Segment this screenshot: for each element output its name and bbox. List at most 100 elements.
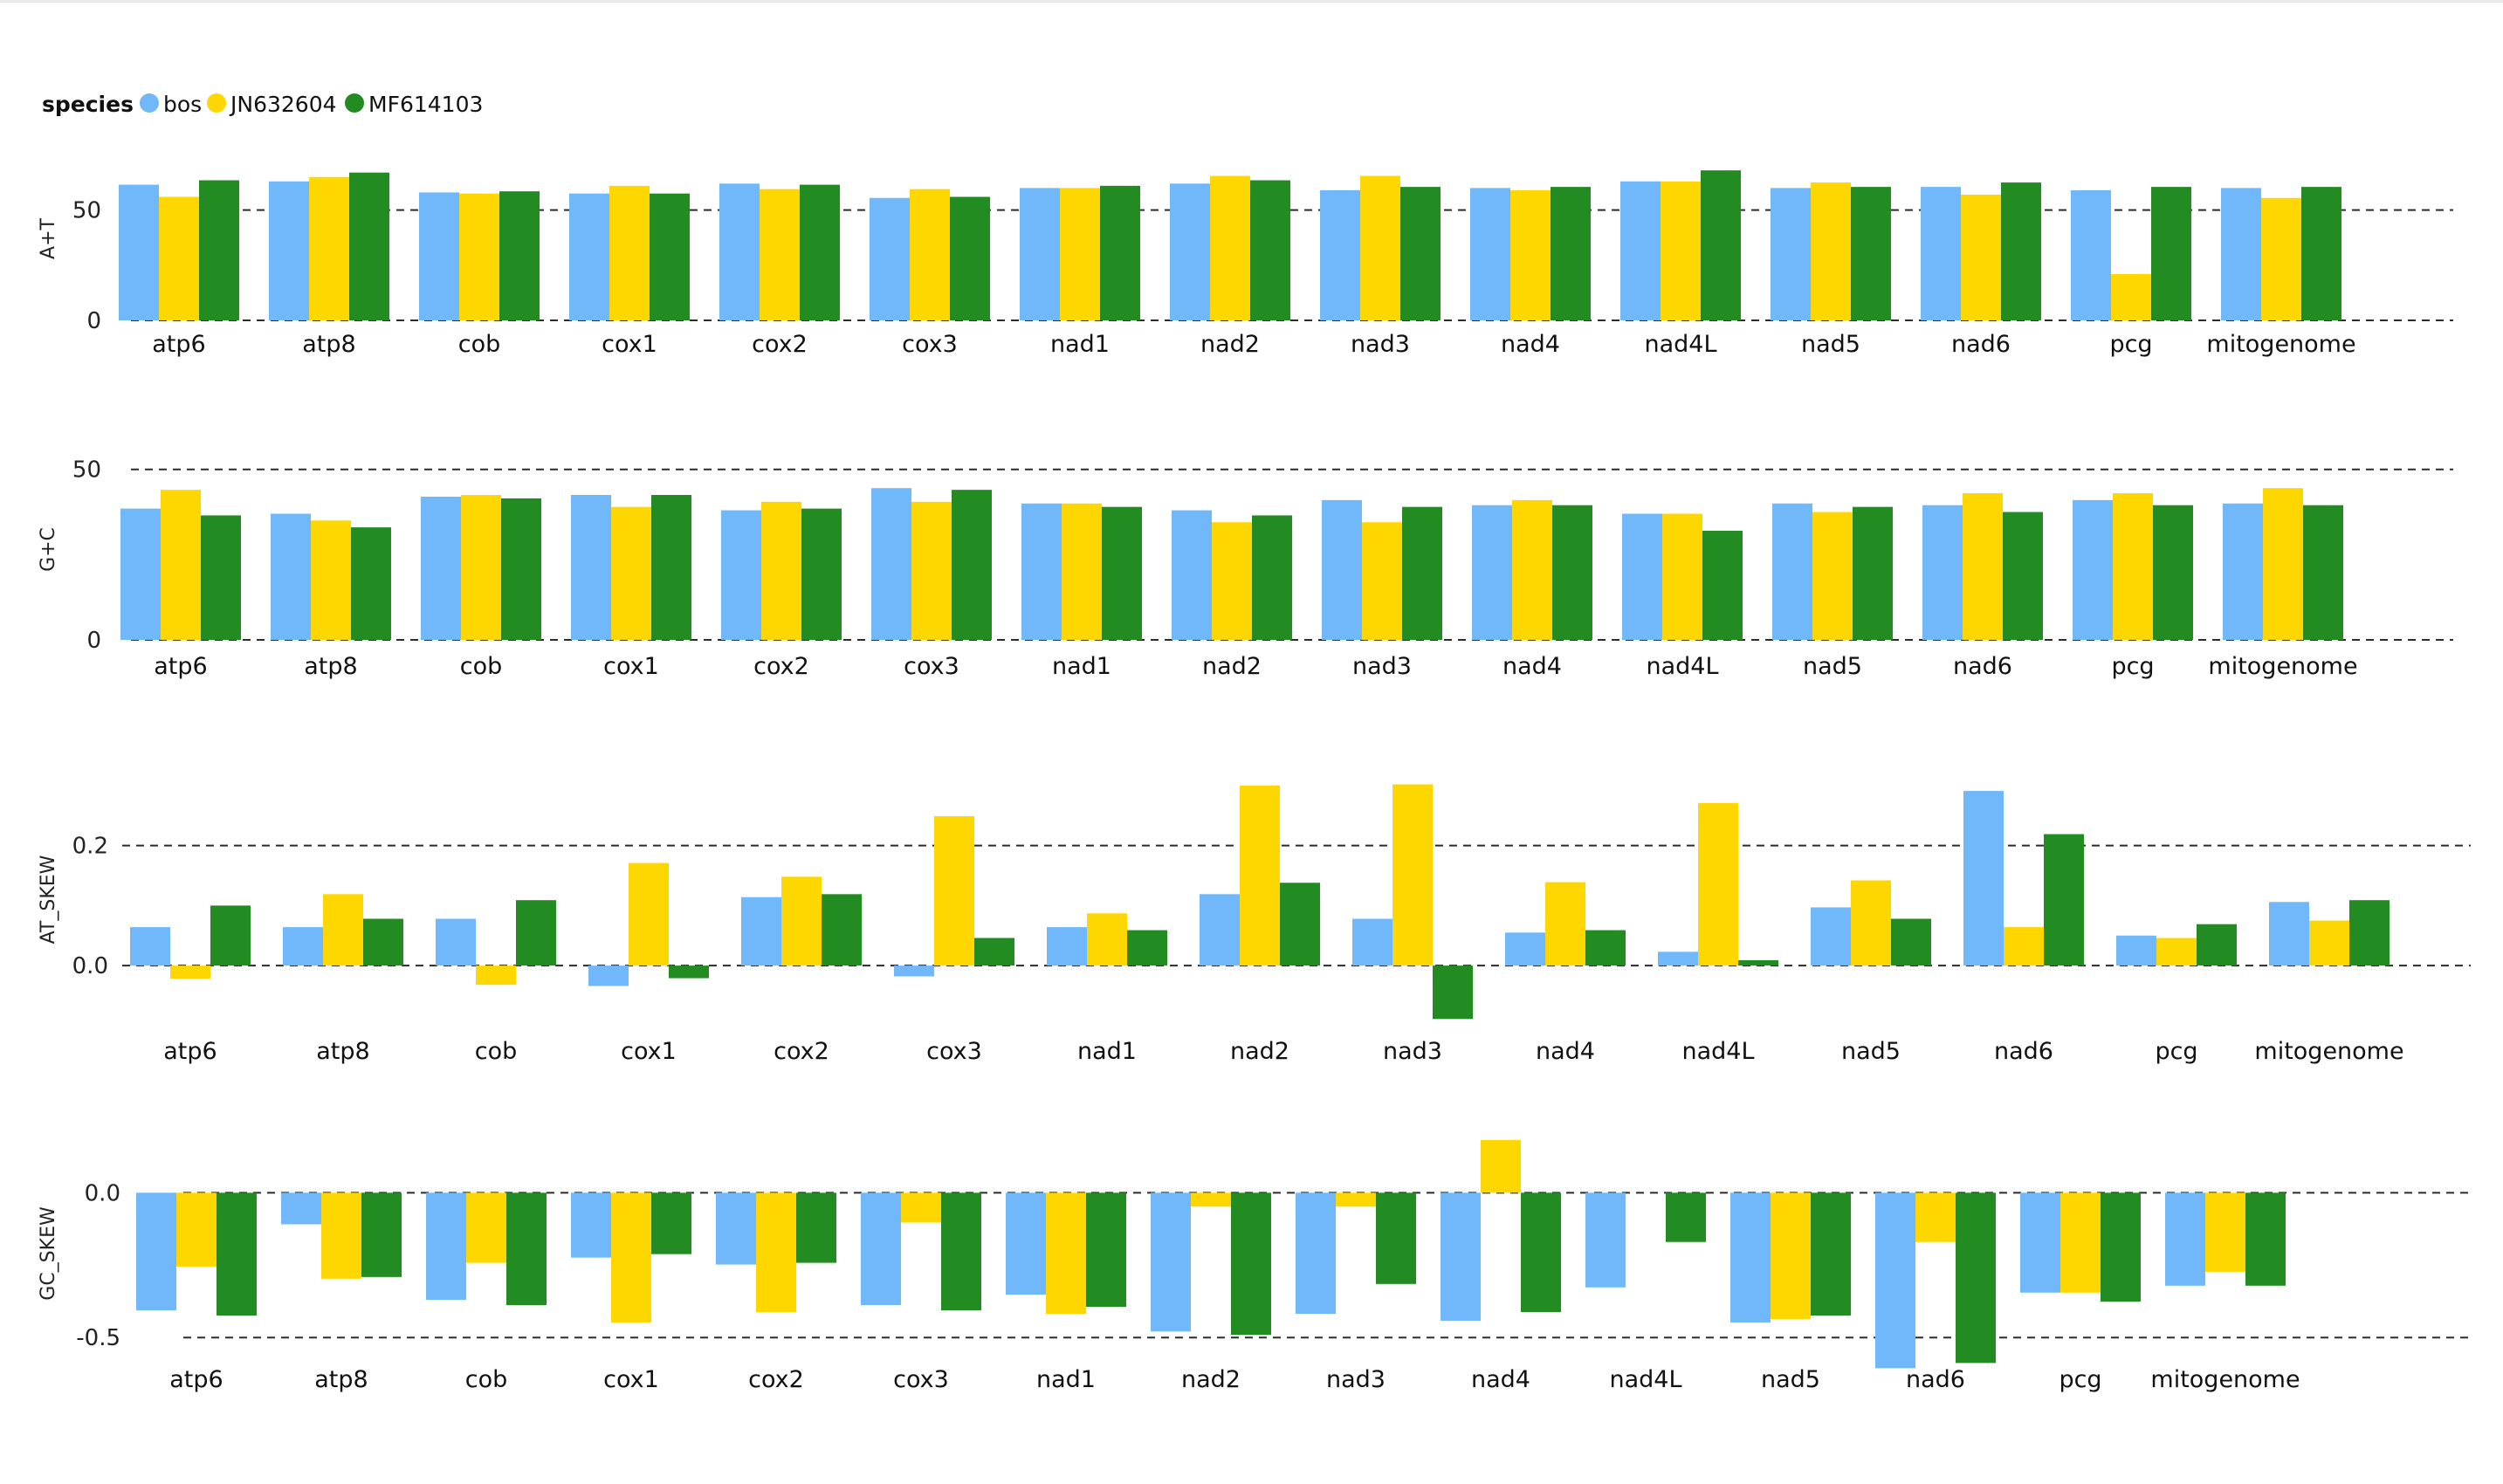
bar-mf614103-mitogenome — [2301, 187, 2341, 320]
bar-jn632604-nad4l — [1662, 513, 1702, 640]
bar-jn632604-nad4l — [1698, 802, 1738, 966]
x-tick-label: nad3 — [1383, 1038, 1442, 1065]
x-tick-label: nad5 — [1761, 1366, 1820, 1393]
bar-bos-cox1 — [588, 965, 629, 986]
bar-mf614103-nad4 — [1551, 187, 1591, 320]
x-tick-label: atp8 — [314, 1366, 368, 1393]
bar-mf614103-nad4 — [1552, 505, 1592, 640]
x-tick-label: nad6 — [1951, 331, 2011, 358]
bar-jn632604-nad3 — [1336, 1192, 1376, 1207]
bar-bos-cox3 — [861, 1192, 901, 1306]
bar-jn632604-nad3 — [1360, 175, 1400, 320]
y-tick-label: 0.0 — [85, 1180, 120, 1206]
x-tick-label: cob — [465, 1366, 508, 1393]
x-tick-label: cox2 — [774, 1038, 829, 1065]
y-axis-label: G+C — [38, 527, 59, 572]
bar-mf614103-nad4l — [1701, 170, 1741, 320]
bar-jn632604-mitogenome — [2263, 488, 2303, 640]
bar-mf614103-nad2 — [1231, 1192, 1271, 1336]
x-tick-label: nad2 — [1230, 1038, 1289, 1065]
bar-bos-cox1 — [569, 193, 609, 320]
bar-jn632604-cox3 — [911, 501, 952, 640]
bar-jn632604-cox2 — [760, 189, 800, 320]
legend-swatch-bos — [140, 93, 159, 113]
bar-jn632604-nad6 — [2004, 927, 2044, 966]
bar-mf614103-nad4 — [1521, 1192, 1561, 1313]
bar-mf614103-nad2 — [1250, 180, 1290, 320]
bar-mf614103-nad6 — [2044, 834, 2084, 966]
bar-bos-cox1 — [571, 495, 611, 640]
bar-mf614103-cob — [499, 191, 540, 320]
x-tick-label: cox1 — [602, 331, 657, 358]
bar-bos-nad2 — [1200, 894, 1240, 966]
chart-panels: A+T 0 50 atp6 atp8 cob cox1 cox2 cox3 nad1 nad2 nad… — [38, 170, 2471, 1393]
bar-mf614103-mitogenome — [2303, 505, 2343, 640]
bar-bos-cox3 — [894, 965, 934, 977]
top-border — [0, 0, 2503, 3]
bar-jn632604-nad1 — [1060, 188, 1100, 320]
bar-mf614103-atp6 — [199, 180, 239, 320]
bar-mf614103-nad2 — [1280, 883, 1320, 966]
x-tick-label: mitogenome — [2206, 331, 2355, 358]
bar-mf614103-cox2 — [801, 508, 842, 640]
bar-bos-nad4 — [1472, 505, 1512, 640]
bar-bos-mitogenome — [2223, 503, 2263, 640]
bar-bos-cox2 — [741, 897, 781, 966]
x-tick-label: pcg — [2109, 331, 2152, 358]
x-tick-label: pcg — [2155, 1038, 2197, 1065]
legend-label-bos: bos — [163, 92, 202, 117]
bar-bos-nad3 — [1352, 918, 1392, 966]
bar-bos-nad6 — [1963, 791, 2004, 966]
bar-bos-pcg — [2020, 1192, 2060, 1293]
bar-mf614103-cox2 — [796, 1192, 836, 1263]
y-tick-label: 0.0 — [72, 953, 108, 979]
bar-jn632604-atp8 — [321, 1192, 361, 1279]
x-tick-label: nad4 — [1471, 1366, 1530, 1393]
bar-mf614103-cox1 — [651, 495, 691, 640]
bar-jn632604-nad3 — [1392, 784, 1433, 966]
bar-bos-cox3 — [870, 197, 910, 320]
bar-bos-nad4 — [1441, 1192, 1481, 1321]
x-tick-label: atp6 — [152, 331, 205, 358]
x-tick-label: cox3 — [902, 331, 958, 358]
bar-jn632604-nad1 — [1046, 1192, 1086, 1314]
bar-bos-atp8 — [281, 1192, 321, 1225]
bar-mf614103-mitogenome — [2349, 900, 2390, 966]
bar-bos-nad1 — [1006, 1192, 1046, 1295]
bar-jn632604-mitogenome — [2309, 920, 2349, 966]
bar-jn632604-atp8 — [311, 520, 351, 640]
x-tick-label: cox3 — [904, 653, 959, 680]
bar-bos-atp8 — [283, 927, 323, 966]
bar-jn632604-nad2 — [1210, 175, 1250, 320]
bar-bos-nad6 — [1875, 1192, 1915, 1369]
bar-jn632604-cox2 — [761, 501, 801, 640]
bar-mf614103-nad6 — [1956, 1192, 1996, 1364]
bar-bos-atp8 — [269, 181, 309, 320]
bar-jn632604-nad5 — [1851, 880, 1891, 966]
bar-jn632604-nad5 — [1811, 182, 1851, 320]
x-tick-label: mitogenome — [2254, 1038, 2403, 1065]
bar-bos-nad5 — [1771, 188, 1811, 320]
bar-mf614103-atp6 — [201, 515, 241, 640]
bar-jn632604-nad6 — [1915, 1192, 1956, 1242]
bar-bos-nad1 — [1020, 188, 1060, 320]
x-tick-label: atp6 — [163, 1038, 217, 1065]
bar-mf614103-nad1 — [1086, 1192, 1126, 1308]
bar-jn632604-cox1 — [609, 185, 650, 320]
bar-jn632604-cox2 — [781, 876, 822, 966]
bar-bos-cob — [436, 918, 476, 966]
bar-mf614103-mitogenome — [2245, 1192, 2286, 1286]
bar-jn632604-cox1 — [629, 862, 669, 966]
bar-mf614103-nad5 — [1853, 506, 1893, 640]
bar-mf614103-nad3 — [1376, 1192, 1416, 1284]
bar-bos-nad1 — [1021, 503, 1062, 640]
bar-jn632604-cox2 — [756, 1192, 796, 1313]
bar-jn632604-nad2 — [1240, 785, 1280, 966]
legend-label-jn632604: JN632604 — [229, 92, 337, 117]
bar-bos-mitogenome — [2165, 1192, 2205, 1286]
x-tick-label: nad2 — [1200, 331, 1260, 358]
bar-jn632604-nad4 — [1512, 499, 1552, 640]
bar-bos-nad2 — [1151, 1192, 1191, 1332]
bar-jn632604-pcg — [2156, 938, 2197, 966]
bar-jn632604-atp6 — [170, 965, 210, 979]
